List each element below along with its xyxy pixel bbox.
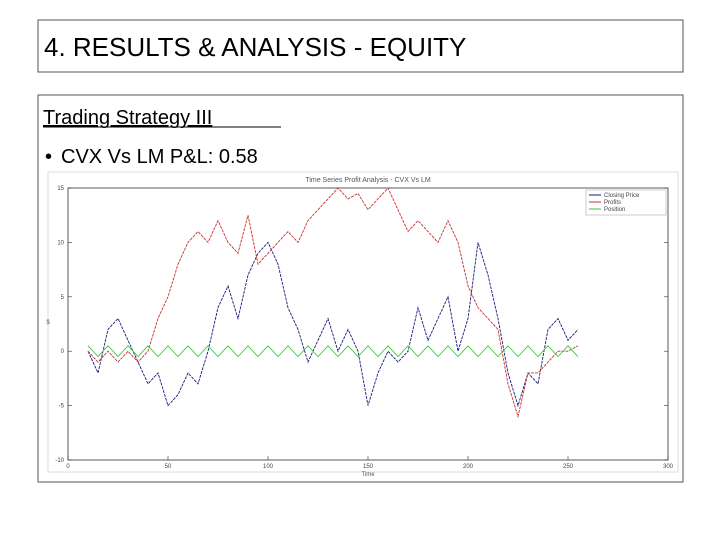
chart-title: Time Series Profit Analysis - CVX Vs LM xyxy=(305,177,431,184)
y-tick-label: 0 xyxy=(61,349,65,355)
x-tick-label: 200 xyxy=(463,464,474,470)
x-axis-label: Time xyxy=(361,472,375,478)
x-tick-label: 300 xyxy=(663,464,674,470)
slide-title: 4. RESULTS & ANALYSIS - EQUITY xyxy=(44,32,466,62)
y-tick-label: -10 xyxy=(55,458,64,464)
x-tick-label: 0 xyxy=(66,464,70,470)
bullet-text: CVX Vs LM P&L: 0.58 xyxy=(61,146,258,168)
y-tick-label: -5 xyxy=(59,404,65,410)
legend-label: Profits xyxy=(604,200,621,206)
legend-label: Closing Price xyxy=(604,193,640,199)
x-tick-label: 150 xyxy=(363,464,374,470)
chart: Time Series Profit Analysis - CVX Vs LM T… xyxy=(46,177,673,478)
series-line xyxy=(87,187,579,419)
bullet-symbol: • xyxy=(45,146,52,168)
y-tick-label: 5 xyxy=(61,295,65,301)
title-box xyxy=(37,19,684,73)
x-tick-label: 50 xyxy=(165,464,172,470)
y-tick-label: 15 xyxy=(57,186,64,192)
legend-label: Position xyxy=(604,207,625,213)
figure-frame xyxy=(47,171,679,473)
y-axis-label: $ xyxy=(46,320,50,326)
series-line xyxy=(87,345,579,358)
y-tick-label: 10 xyxy=(57,240,64,246)
heading: Trading Strategy III xyxy=(43,107,212,129)
series-line xyxy=(87,241,579,408)
x-tick-label: 100 xyxy=(263,464,274,470)
x-tick-label: 250 xyxy=(563,464,574,470)
